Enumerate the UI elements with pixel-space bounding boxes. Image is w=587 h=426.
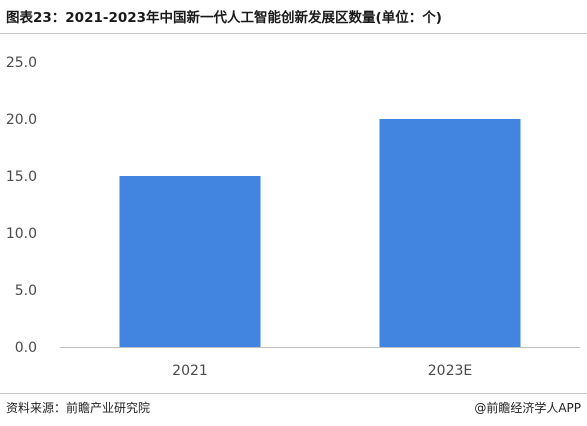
chart-title: 图表23：2021-2023年中国新一代人工智能创新发展区数量(单位：个) — [6, 10, 442, 26]
bars — [119, 119, 521, 347]
y-tick-label: 0.0 — [15, 340, 37, 356]
y-tick-label: 5.0 — [15, 283, 37, 299]
bar-2021 — [119, 176, 261, 347]
credit-note: @前瞻经济学人APP — [474, 401, 581, 415]
title-divider — [0, 33, 587, 34]
y-tick-label: 10.0 — [6, 226, 37, 242]
x-tick-label: 2021 — [172, 363, 208, 379]
x-axis: 2021 2023E — [172, 363, 472, 379]
footer-divider — [0, 393, 587, 394]
y-axis: 0.0 5.0 10.0 15.0 20.0 25.0 — [6, 55, 37, 356]
source-note: 资料来源：前瞻产业研究院 — [6, 401, 151, 415]
y-tick-label: 15.0 — [6, 169, 37, 185]
bar-2023E — [379, 119, 521, 347]
x-tick-label: 2023E — [428, 363, 472, 379]
y-tick-label: 20.0 — [6, 112, 37, 128]
y-tick-label: 25.0 — [6, 55, 37, 71]
